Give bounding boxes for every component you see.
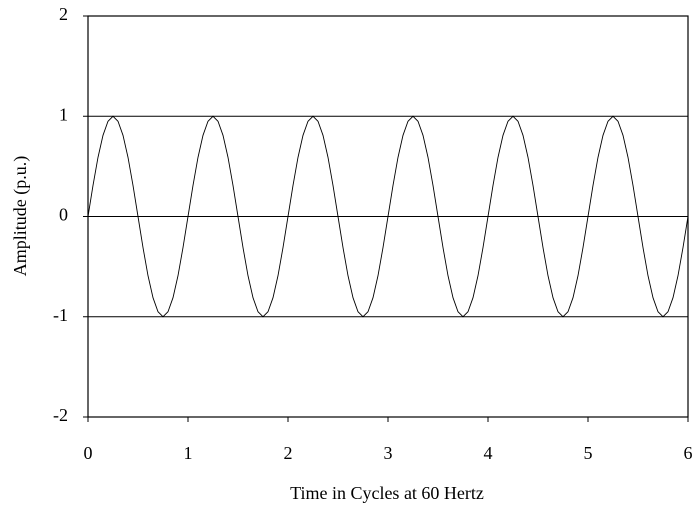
x-tick-label: 1 [184,443,193,463]
y-tick-label: 2 [59,4,68,24]
x-tick-label: 3 [384,443,393,463]
x-tick-label: 6 [684,443,693,463]
y-tick-label: -1 [53,305,68,325]
data-line [87,115,689,318]
x-axis-label: Time in Cycles at 60 Hertz [290,483,484,503]
y-tick-label: -2 [53,405,68,425]
x-tick-label: 5 [584,443,593,463]
x-tick-label: 2 [284,443,293,463]
y-axis-label: Amplitude (p.u.) [10,156,31,276]
y-tick-label: 0 [59,205,68,225]
y-tick-label: 1 [59,104,68,124]
x-tick-label: 0 [84,443,93,463]
x-tick-label: 4 [484,443,493,463]
